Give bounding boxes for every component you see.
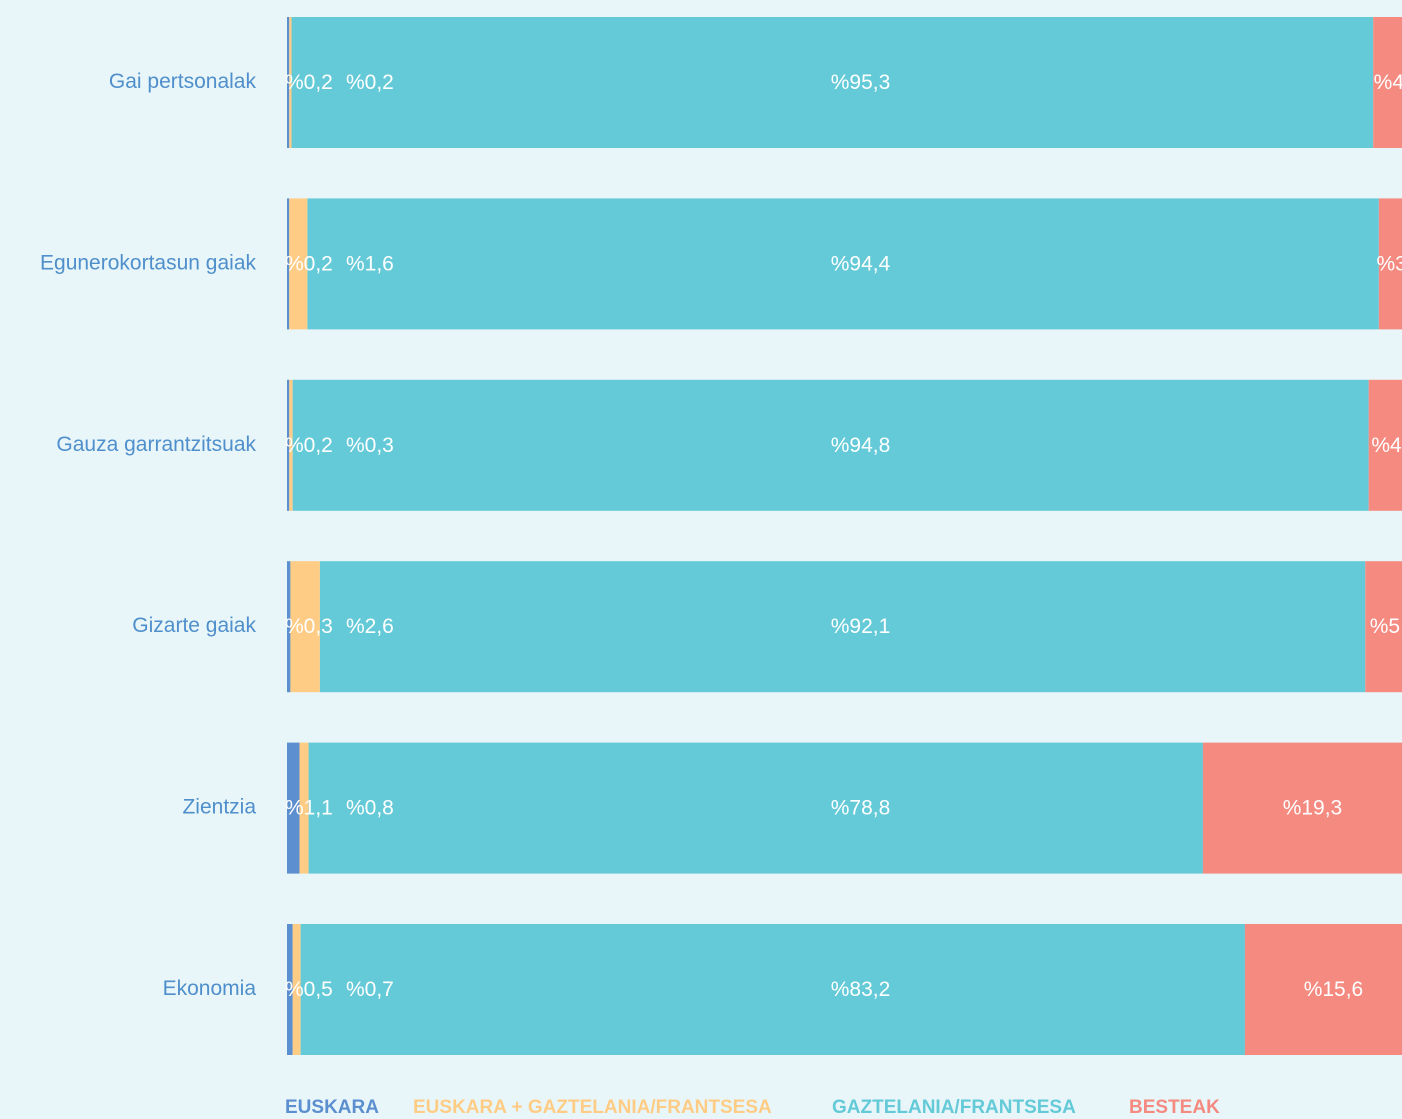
bar-segment (307, 198, 1379, 330)
value-label: %1,1 (285, 797, 333, 820)
category-label: Gai pertsonalak (109, 70, 257, 93)
value-label: %94,8 (831, 434, 891, 457)
value-label: %92,1 (831, 615, 891, 638)
value-label: %0,2 (285, 71, 333, 94)
value-label: %0,3 (285, 615, 333, 638)
bar-segment (287, 379, 290, 511)
bar-segment (287, 561, 291, 693)
category-label: Egunerokortasun gaiak (40, 251, 256, 274)
value-label: %83,2 (831, 978, 891, 1001)
value-label: %2,6 (346, 615, 394, 638)
value-label: %0,2 (346, 71, 394, 94)
bar-segment (308, 742, 1203, 874)
value-label: %15,6 (1304, 978, 1364, 1001)
legend-entry: BESTEAK (1129, 1097, 1220, 1118)
bar-segment (1202, 742, 1402, 874)
bar-segment (292, 924, 301, 1055)
bar-segment (287, 17, 290, 148)
value-label: %5,0 (1370, 615, 1402, 638)
bar-segment (289, 198, 308, 330)
bar-segment (287, 742, 300, 874)
value-label: %1,6 (346, 252, 394, 275)
bar-segment (287, 924, 293, 1055)
value-label: %0,5 (285, 978, 333, 1001)
bar-segment (1378, 198, 1402, 330)
value-label: %0,8 (346, 797, 394, 820)
legend-entry: EUSKARA (285, 1097, 379, 1118)
bar-segment (287, 198, 290, 330)
value-label: %19,3 (1283, 797, 1343, 820)
bar-segment (319, 561, 1366, 693)
bar-segment (290, 561, 320, 693)
legend-entry: GAZTELANIA/FRANTSESA (832, 1097, 1076, 1118)
value-label: %78,8 (831, 797, 891, 820)
bar-segment (1368, 379, 1402, 511)
value-label: %4,7 (1371, 434, 1402, 457)
value-label: %0,7 (346, 978, 394, 1001)
value-label: %0,2 (285, 434, 333, 457)
value-label: %94,4 (831, 252, 891, 275)
value-label: %4,3 (1374, 71, 1402, 94)
value-label: %3,8 (1376, 252, 1402, 275)
value-label: %95,3 (831, 71, 891, 94)
category-label: Gauza garrantzitsuak (56, 433, 256, 456)
bar-segment (291, 17, 1374, 148)
legend-entry: EUSKARA + GAZTELANIA/FRANTSESA (413, 1097, 772, 1118)
value-label: %0,2 (285, 252, 333, 275)
category-label: Gizarte gaiak (132, 614, 256, 637)
bar-segment (289, 379, 293, 511)
bar-segment (289, 17, 292, 148)
bar-segment (300, 924, 1245, 1055)
category-label: Ekonomia (163, 977, 257, 1000)
bar-segment (1365, 561, 1402, 693)
bar-segment (292, 379, 1369, 511)
bar-segment (1373, 17, 1402, 148)
value-label: %0,3 (346, 434, 394, 457)
bar-segment (1244, 924, 1402, 1055)
category-label: Zientzia (182, 796, 256, 819)
bar-segment (299, 742, 309, 874)
